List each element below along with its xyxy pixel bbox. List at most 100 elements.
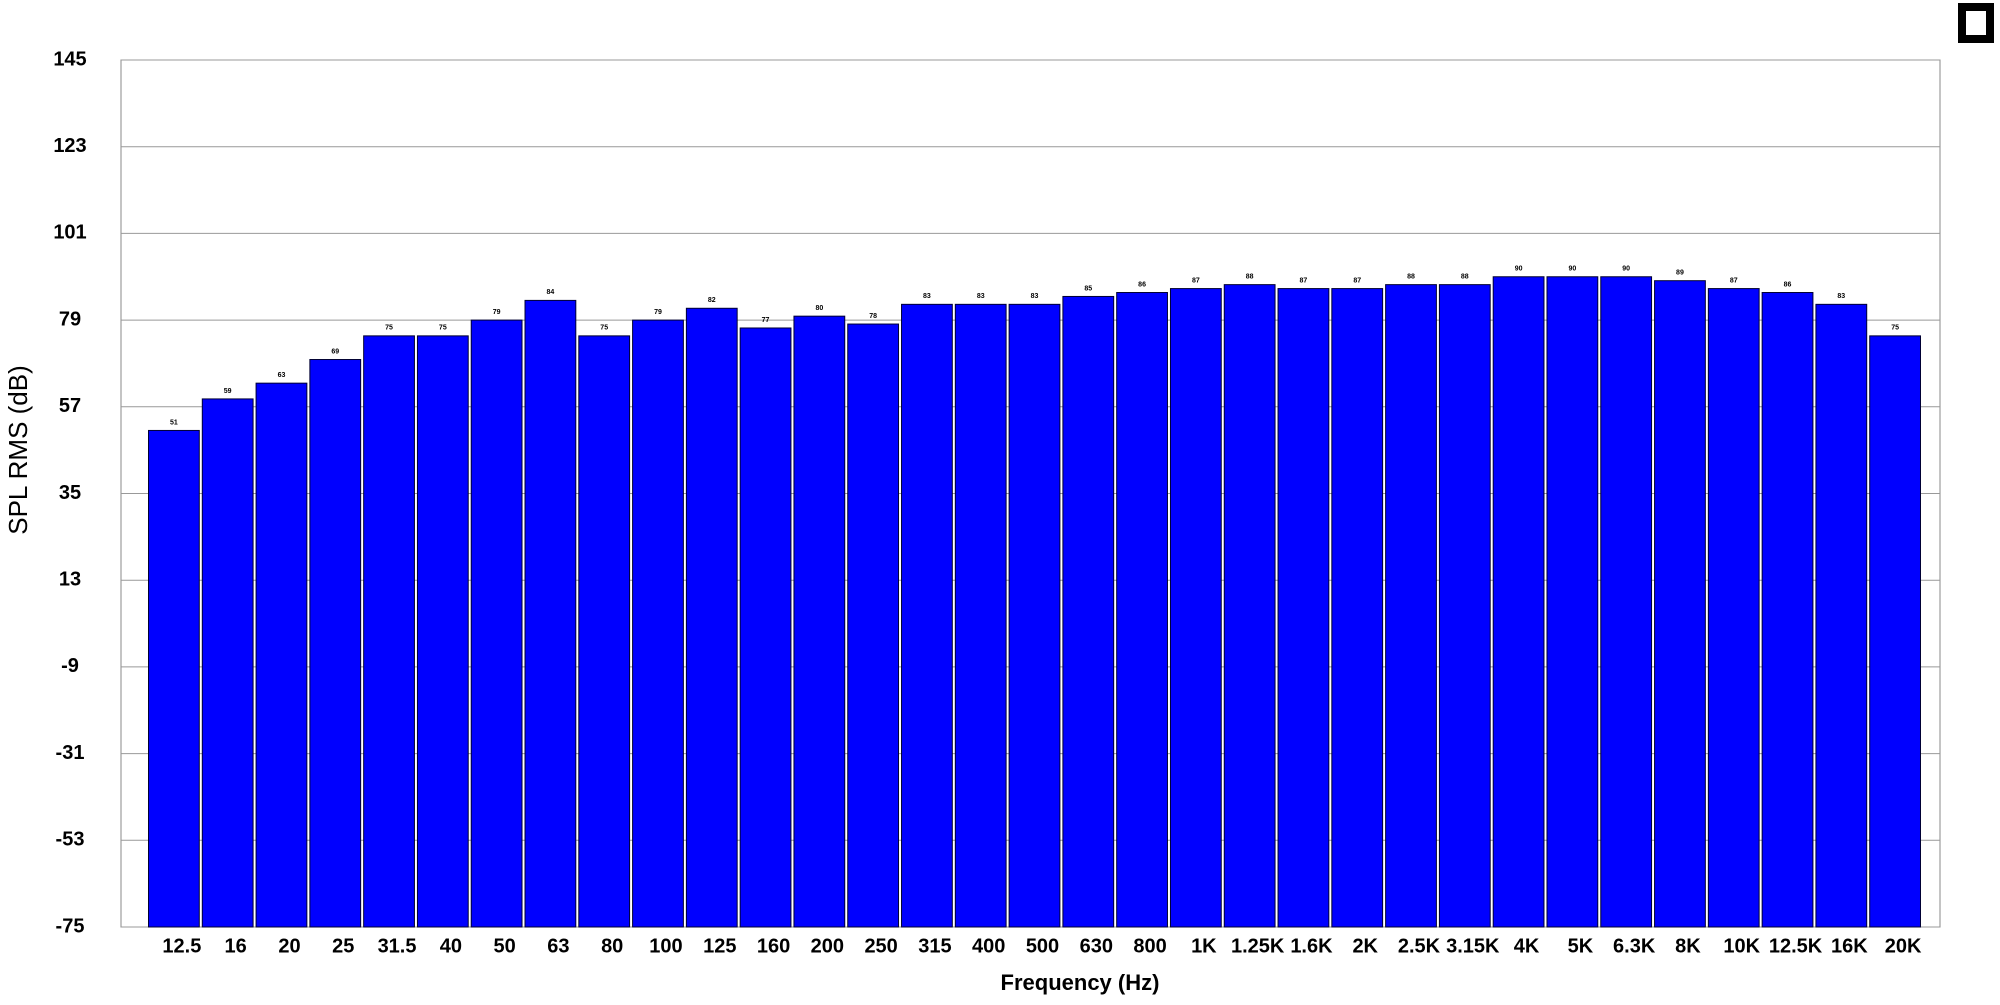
x-tick-label: 31.5 [378,935,417,957]
bar [685,307,738,928]
bar [201,398,254,928]
x-tick-label: 5K [1568,935,1594,957]
value-label: 59 [224,388,232,395]
value-label: 77 [762,317,770,324]
bar [847,323,900,928]
x-tick-label: 630 [1080,935,1113,957]
y-tick-label: 13 [59,568,81,590]
x-tick-label: 1.6K [1290,935,1333,957]
bar [1385,284,1437,928]
x-tick-label: 800 [1133,935,1166,957]
bar [1223,284,1276,928]
value-label: 83 [977,293,985,300]
value-label: 82 [708,297,716,304]
y-tick-label: 35 [59,482,81,504]
x-tick-label: 6.3K [1613,935,1656,957]
y-tick-label: -31 [56,742,85,764]
value-label: 75 [600,325,608,332]
bar [954,303,1007,928]
x-tick-label: 1K [1191,935,1217,957]
y-tick-label: -75 [56,915,85,937]
value-label: 90 [1622,266,1630,273]
bar [1277,288,1330,928]
value-label: 75 [385,325,393,332]
y-tick-label: 57 [59,395,81,417]
x-tick-label: 10K [1723,935,1760,957]
value-label: 79 [654,309,662,316]
x-tick-label: 40 [440,935,462,957]
value-label: 84 [547,289,555,296]
value-label: 83 [1031,293,1039,300]
bar [524,299,577,928]
x-tick-label: 12.5K [1769,935,1823,957]
bar [739,327,792,928]
bar [309,359,362,928]
x-tick-label: 2K [1352,935,1378,957]
x-tick-label: 63 [547,935,569,957]
x-tick-label: 25 [332,935,354,957]
bar [1116,292,1168,928]
x-tick-label: 16K [1831,935,1868,957]
x-tick-label: 80 [601,935,623,957]
value-label: 63 [278,372,286,379]
value-label: 51 [170,419,178,426]
x-tick-label: 1.25K [1231,935,1285,957]
value-label: 78 [869,313,877,320]
bar [1707,288,1760,928]
value-label: 83 [923,293,931,300]
bar [1761,292,1814,928]
x-tick-label: 315 [918,935,951,957]
value-label: 87 [1192,277,1200,284]
x-tick-label: 20 [278,935,300,957]
x-tick-label: 12.5 [162,935,201,957]
value-label: 75 [1891,325,1899,332]
x-tick-label: 400 [972,935,1005,957]
bar [1492,276,1545,928]
value-label: 75 [439,325,447,332]
value-label: 79 [493,309,501,316]
bar [1546,276,1599,928]
x-tick-label: 500 [1026,935,1059,957]
bar [1331,288,1384,928]
value-label: 85 [1084,285,1092,292]
x-tick-label: 50 [493,935,515,957]
bar [470,319,523,928]
value-label: 89 [1676,270,1684,277]
x-tick-label: 8K [1675,935,1701,957]
bar [255,382,308,928]
y-tick-label: 145 [53,48,86,70]
value-label: 90 [1568,266,1576,273]
x-tick-label: 125 [703,935,736,957]
bar [901,303,953,928]
bar [793,315,846,928]
y-tick-label: -53 [56,829,85,851]
x-tick-label: 20K [1885,935,1922,957]
value-label: 87 [1300,277,1308,284]
y-axis-label: SPL RMS (dB) [3,365,33,535]
bar [632,319,684,928]
x-tick-label: 4K [1514,935,1540,957]
bar [1815,303,1868,928]
value-label: 69 [331,348,339,355]
bar [148,429,200,928]
bar [1008,303,1061,928]
value-label: 90 [1515,266,1523,273]
value-label: 87 [1353,277,1361,284]
y-tick-label: 79 [59,308,81,330]
bar [1438,284,1491,928]
x-tick-label: 2.5K [1398,935,1441,957]
y-tick-label: -9 [61,655,79,677]
x-tick-label: 250 [864,935,897,957]
x-axis-label: Frequency (Hz) [1001,970,1160,995]
value-label: 86 [1138,281,1146,288]
value-label: 88 [1407,273,1415,280]
value-label: 86 [1784,281,1792,288]
bar [1869,335,1922,928]
value-label: 87 [1730,277,1738,284]
x-tick-label: 16 [225,935,247,957]
bar [1169,288,1222,928]
value-label: 88 [1461,273,1469,280]
y-tick-label: 101 [53,222,86,244]
